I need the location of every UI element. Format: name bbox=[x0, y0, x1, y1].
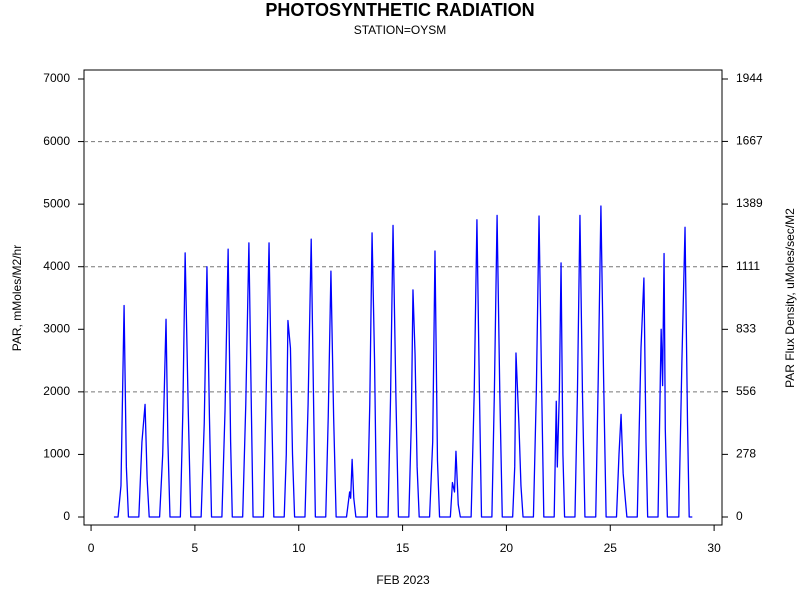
chart-subtitle: STATION=OYSM bbox=[354, 23, 447, 37]
x-tick-label: 0 bbox=[88, 541, 95, 555]
x-tick-label: 20 bbox=[500, 541, 514, 555]
y2-tick-label: 1944 bbox=[736, 71, 763, 85]
y2-tick-label: 833 bbox=[736, 321, 756, 335]
y2-axis-label: PAR Flux Density, uMoles/sec/M2 bbox=[783, 208, 797, 388]
chart-title: PHOTOSYNTHETIC RADIATION bbox=[265, 0, 534, 20]
y-tick-label: 5000 bbox=[43, 196, 70, 210]
x-tick-label: 25 bbox=[604, 541, 618, 555]
y-tick-label: 1000 bbox=[43, 447, 70, 461]
y-tick-label: 3000 bbox=[43, 321, 70, 335]
y2-tick-label: 0 bbox=[736, 509, 743, 523]
data-line bbox=[113, 205, 693, 518]
x-tick-label: 5 bbox=[192, 541, 199, 555]
y-tick-label: 7000 bbox=[43, 71, 70, 85]
y2-tick-label: 1111 bbox=[736, 259, 760, 273]
y2-tick-label: 1389 bbox=[736, 196, 763, 210]
y-axis-label: PAR, mMoles/M2/hr bbox=[10, 245, 24, 351]
y2-tick-label: 556 bbox=[736, 384, 756, 398]
y2-tick-label: 1667 bbox=[736, 134, 763, 148]
y-tick-label: 4000 bbox=[43, 259, 70, 273]
y2-tick-label: 278 bbox=[736, 447, 756, 461]
x-tick-label: 10 bbox=[292, 541, 306, 555]
x-axis-label: FEB 2023 bbox=[376, 573, 430, 587]
x-tick-label: 30 bbox=[707, 541, 721, 555]
y-tick-label: 0 bbox=[63, 509, 70, 523]
plot-frame bbox=[83, 69, 723, 526]
x-tick-label: 15 bbox=[396, 541, 410, 555]
y-tick-label: 6000 bbox=[43, 134, 70, 148]
y-tick-label: 2000 bbox=[43, 384, 70, 398]
